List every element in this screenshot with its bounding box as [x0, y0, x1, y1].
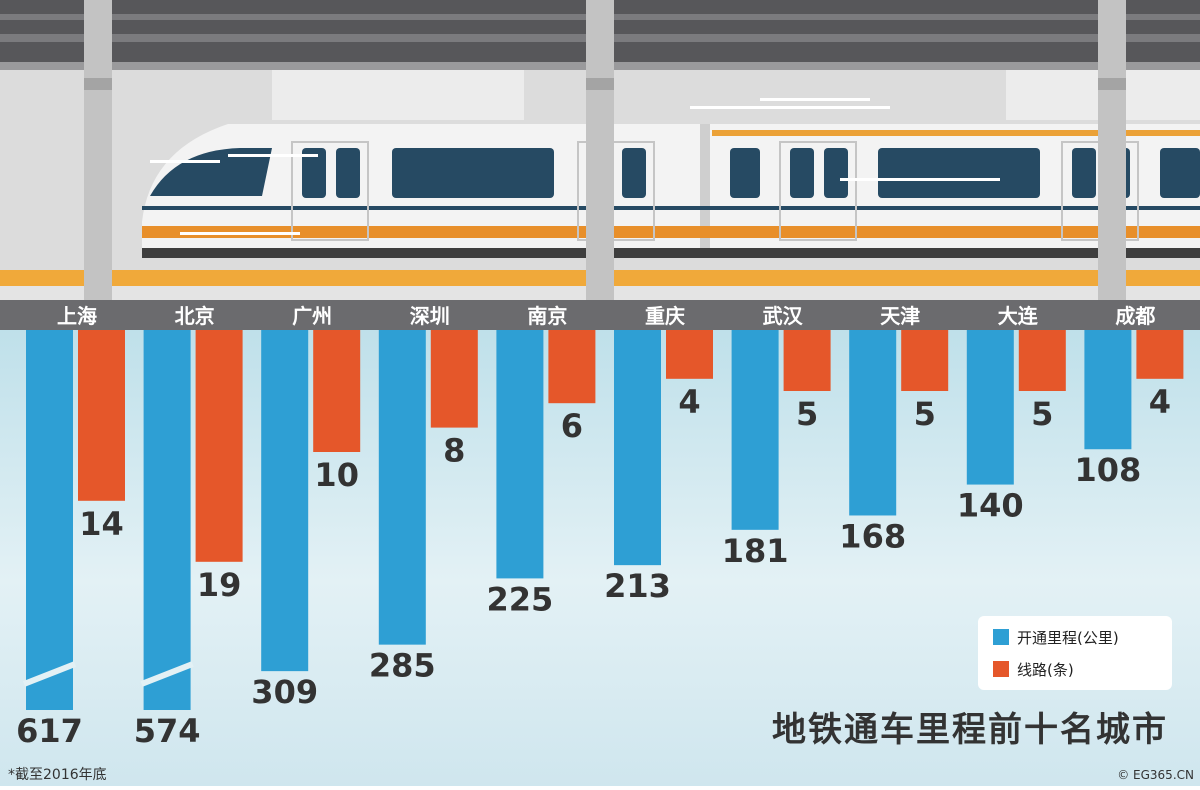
value-label-mileage: 617: [16, 712, 83, 750]
copyright: © EG365.CN: [1117, 768, 1194, 782]
bar-mileage: [26, 330, 73, 710]
category-band: [0, 300, 1200, 330]
bar-mileage: [261, 330, 309, 672]
bar-mileage: [378, 330, 426, 645]
bar-mileage: [731, 330, 779, 530]
category-label: 重庆: [645, 304, 685, 328]
value-label-mileage: 225: [487, 580, 554, 618]
value-label-lines: 5: [796, 395, 818, 433]
category-label: 上海: [57, 304, 97, 328]
value-label-mileage: 181: [722, 532, 789, 570]
train-station-illustration: [0, 0, 1200, 300]
bar-mileage: [614, 330, 661, 566]
value-label-lines: 5: [914, 395, 936, 433]
value-label-lines: 14: [79, 505, 124, 543]
footnote: *截至2016年底: [8, 767, 107, 783]
value-label-mileage: 140: [957, 487, 1024, 525]
axis-break-mark: [22, 661, 77, 687]
legend-swatch-lines: [993, 661, 1009, 677]
category-label: 北京: [175, 304, 215, 328]
bar-lines: [783, 330, 831, 391]
bar-lines: [1018, 330, 1066, 391]
category-label: 深圳: [410, 304, 450, 328]
legend-label-lines: 线路(条): [1017, 661, 1074, 679]
bar-lines: [313, 330, 361, 452]
bar-mileage: [849, 330, 897, 516]
category-label: 天津: [880, 304, 920, 328]
value-label-mileage: 213: [604, 567, 671, 605]
category-label: 武汉: [763, 304, 804, 328]
value-label-mileage: 574: [134, 712, 201, 750]
bar-lines: [548, 330, 596, 404]
axis-break-mark: [140, 661, 194, 687]
category-label: 成都: [1115, 304, 1155, 328]
bar-lines: [1136, 330, 1184, 379]
bar-lines: [901, 330, 949, 391]
value-label-lines: 19: [197, 566, 242, 604]
chart-title: 地铁通车里程前十名城市: [772, 710, 1168, 750]
bar-lines: [195, 330, 243, 562]
value-label-lines: 4: [678, 383, 700, 421]
category-label: 南京: [527, 304, 567, 328]
bar-lines: [78, 330, 125, 501]
value-label-mileage: 108: [1075, 451, 1142, 489]
bar-mileage: [966, 330, 1014, 485]
value-label-mileage: 309: [251, 673, 318, 711]
value-label-mileage: 168: [839, 517, 906, 555]
bar-mileage: [496, 330, 544, 579]
bar-mileage: [143, 330, 191, 710]
category-label: 大连: [998, 304, 1039, 328]
value-label-lines: 8: [443, 432, 465, 470]
category-label: 广州: [292, 304, 332, 328]
legend: 开通里程(公里) 线路(条): [978, 616, 1172, 690]
value-label-mileage: 285: [369, 647, 436, 685]
value-label-lines: 10: [314, 456, 359, 494]
bar-mileage: [1084, 330, 1132, 450]
legend-swatch-mileage: [993, 629, 1009, 645]
value-label-lines: 4: [1149, 383, 1171, 421]
bar-lines: [666, 330, 713, 379]
value-label-lines: 6: [561, 407, 583, 445]
bar-groups: 617 14 上海 574 19 北京 309 10 广州 285 8 深圳 225 6 南京 213 4 重庆 1…: [16, 304, 1184, 750]
legend-label-mileage: 开通里程(公里): [1017, 629, 1119, 647]
value-label-lines: 5: [1031, 395, 1053, 433]
bar-lines: [430, 330, 478, 428]
